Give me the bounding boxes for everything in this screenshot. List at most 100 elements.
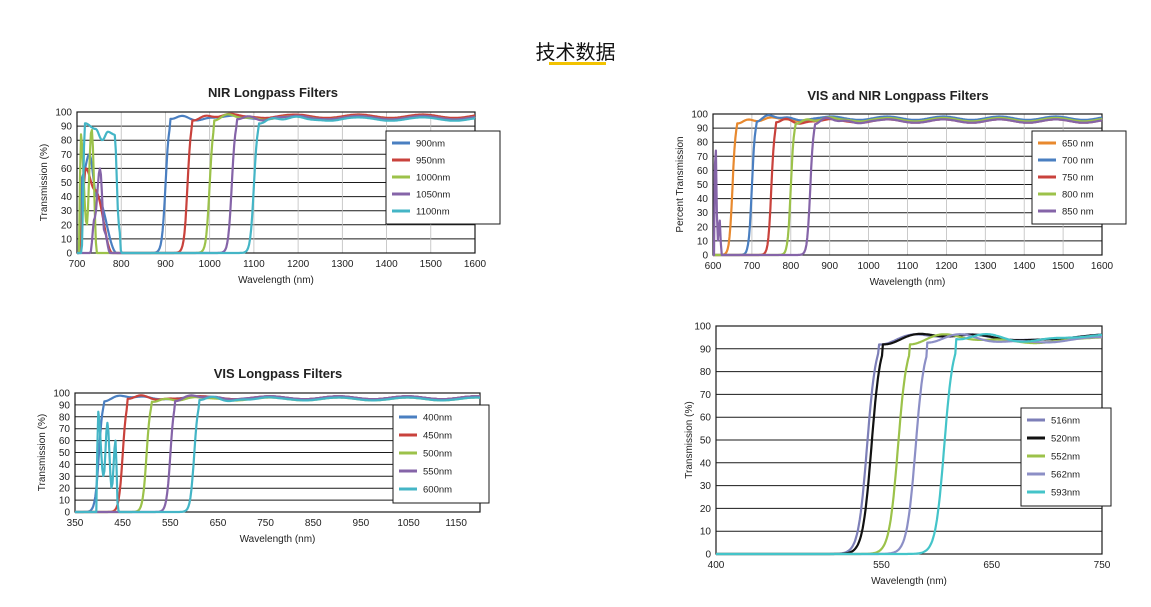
x-tick-label: 650 [983, 560, 1000, 571]
y-tick-label: 70 [697, 152, 709, 163]
x-axis-label: Wavelength (nm) [871, 576, 947, 587]
y-tick-label: 40 [700, 458, 712, 469]
legend-label: 450nm [423, 431, 452, 442]
y-tick-label: 100 [691, 110, 708, 121]
x-axis-label: Wavelength (nm) [238, 275, 314, 286]
legend-label: 950nm [416, 156, 445, 167]
y-tick-label: 20 [700, 504, 712, 515]
y-axis-label: Transmission (%) [39, 144, 50, 221]
x-tick-label: 1600 [464, 259, 487, 270]
y-tick-label: 40 [697, 194, 709, 205]
series-line [712, 114, 1103, 257]
y-tick-label: 80 [697, 138, 709, 149]
y-tick-label: 70 [59, 424, 71, 435]
x-tick-label: 550 [162, 518, 179, 529]
chart-nir-longpass: NIR Longpass Filters 0 10 20 30 40 50 60 70 80 90 1… [39, 85, 501, 286]
series-line [715, 333, 1103, 556]
y-tick-label: 30 [59, 472, 71, 483]
x-tick-label: 1200 [287, 259, 310, 270]
y-tick-label: 30 [61, 206, 73, 217]
y-tick-label: 80 [61, 136, 73, 147]
chart-title: VIS Longpass Filters [214, 366, 343, 381]
y-tick-label: 60 [59, 436, 71, 447]
y-tick-label: 10 [59, 496, 71, 507]
x-tick-label: 1300 [974, 261, 997, 272]
x-tick-label: 800 [782, 261, 799, 272]
x-tick-label: 450 [114, 518, 131, 529]
x-tick-label: 700 [69, 259, 86, 270]
legend-label: 500nm [423, 449, 452, 460]
y-tick-label: 0 [705, 550, 711, 561]
page-title: 技术数据 [535, 40, 616, 64]
chart-vis-longpass: VIS Longpass Filters01020304050607080901… [37, 366, 490, 545]
legend-label: 593nm [1051, 488, 1080, 499]
y-tick-label: 20 [61, 220, 73, 231]
legend-label: 600nm [423, 485, 452, 496]
y-tick-label: 30 [697, 208, 709, 219]
x-tick-label: 850 [305, 518, 322, 529]
y-tick-label: 90 [61, 122, 73, 133]
y-tick-label: 70 [61, 150, 73, 161]
legend-label: 750 nm [1062, 173, 1094, 184]
legend-label: 552nm [1051, 452, 1080, 463]
x-tick-label: 1500 [420, 259, 443, 270]
y-tick-label: 100 [694, 322, 711, 333]
y-tick-label: 80 [700, 367, 712, 378]
series-line [712, 116, 1103, 257]
x-tick-label: 750 [1094, 560, 1111, 571]
series-line [76, 115, 476, 255]
y-tick-label: 10 [697, 236, 709, 247]
x-tick-label: 1200 [935, 261, 958, 272]
y-tick-label: 50 [61, 178, 73, 189]
x-tick-label: 950 [353, 518, 370, 529]
title-underline [549, 62, 606, 65]
x-tick-label: 1500 [1052, 261, 1075, 272]
y-tick-label: 90 [700, 344, 712, 355]
y-axis-label: Transmission (%) [684, 401, 695, 478]
x-tick-label: 1600 [1091, 261, 1114, 272]
x-tick-label: 900 [821, 261, 838, 272]
series-line [74, 395, 481, 514]
x-tick-label: 1100 [243, 259, 265, 270]
y-tick-label: 60 [61, 164, 73, 175]
chart-title: VIS and NIR Longpass Filters [807, 88, 988, 103]
y-axis-label: Percent Transmission [675, 136, 686, 232]
y-tick-label: 90 [697, 124, 709, 135]
y-tick-label: 10 [700, 527, 712, 538]
legend-label: 900nm [416, 139, 445, 150]
y-tick-label: 90 [59, 400, 71, 411]
x-axis-label: Wavelength (nm) [240, 534, 316, 545]
y-tick-label: 50 [700, 436, 712, 447]
y-tick-label: 40 [61, 192, 73, 203]
x-tick-label: 900 [157, 259, 174, 270]
x-tick-label: 350 [67, 518, 84, 529]
y-tick-label: 0 [702, 251, 708, 262]
y-tick-label: 20 [697, 222, 709, 233]
y-tick-label: 20 [59, 484, 71, 495]
y-tick-label: 100 [53, 389, 70, 400]
legend-label: 1000nm [416, 173, 450, 184]
x-tick-label: 1000 [199, 259, 222, 270]
legend-label: 800 nm [1062, 190, 1094, 201]
y-tick-label: 0 [66, 249, 72, 260]
legend-label: 550nm [423, 467, 452, 478]
y-tick-label: 100 [55, 108, 72, 119]
x-tick-label: 750 [257, 518, 274, 529]
chart-vis-nir-longpass: VIS and NIR Longpass Filters 0 10 20 30 40 50 6… [675, 88, 1127, 288]
legend-label: 700 nm [1062, 156, 1094, 167]
legend-label: 850 nm [1062, 207, 1094, 218]
legend-label: 516nm [1051, 416, 1080, 427]
y-tick-label: 70 [700, 390, 712, 401]
y-tick-label: 50 [697, 180, 709, 191]
x-tick-label: 1300 [331, 259, 354, 270]
x-tick-label: 1400 [375, 259, 398, 270]
x-tick-label: 1150 [445, 518, 467, 529]
x-tick-label: 1400 [1013, 261, 1036, 272]
y-tick-label: 10 [61, 234, 73, 245]
y-tick-label: 60 [700, 413, 712, 424]
y-tick-label: 60 [697, 166, 709, 177]
y-tick-label: 50 [59, 448, 71, 459]
chart-title: NIR Longpass Filters [208, 85, 338, 100]
legend-label: 520nm [1051, 434, 1080, 445]
x-tick-label: 550 [873, 560, 890, 571]
